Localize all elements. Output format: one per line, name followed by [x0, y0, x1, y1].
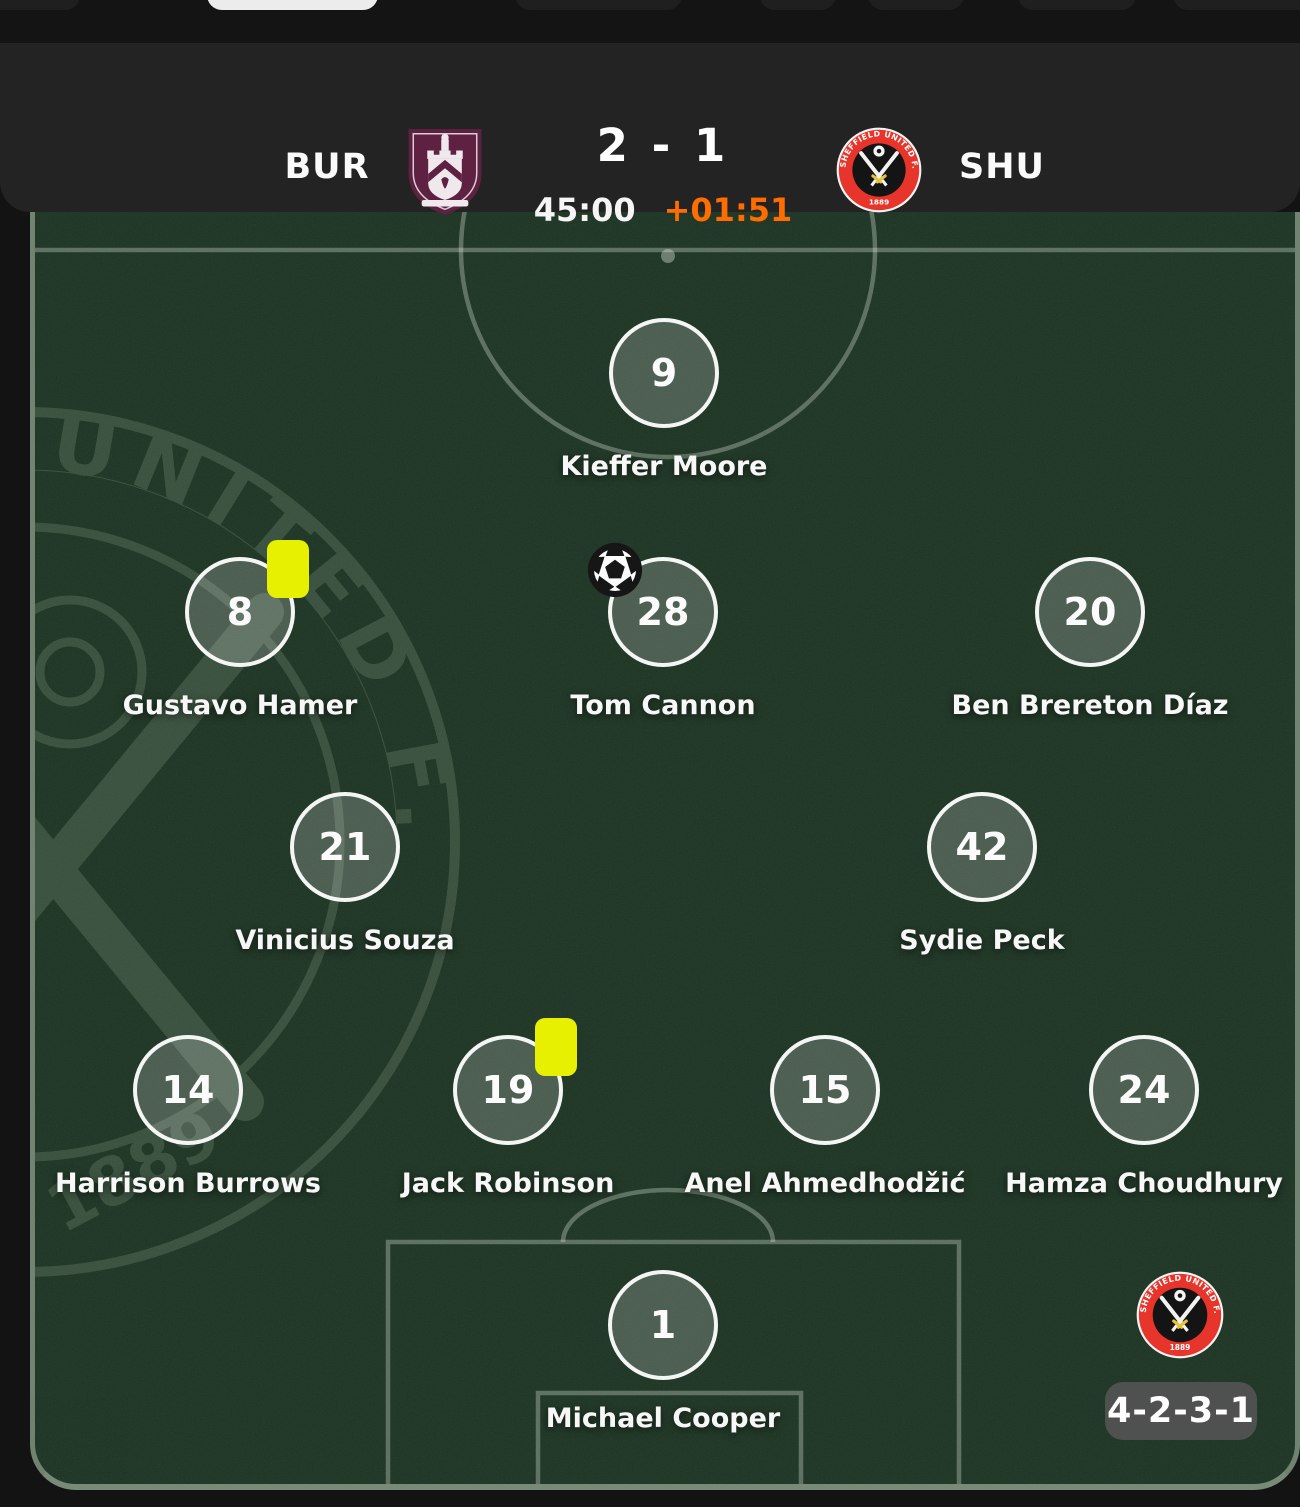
yellow-card-icon: [267, 540, 309, 598]
player-number-circle: 24: [1089, 1035, 1199, 1145]
player-number-circle: 14: [133, 1035, 243, 1145]
player-number-circle: 20: [1035, 557, 1145, 667]
burnley-crest-icon: [408, 129, 482, 215]
yellow-card-icon: [535, 1018, 577, 1076]
player-24[interactable]: 24 Hamza Choudhury: [1005, 1035, 1283, 1199]
player-name: Sydie Peck: [899, 925, 1065, 956]
player-8[interactable]: 8 Gustavo Hamer: [123, 540, 357, 721]
sheffield-united-crest-icon: SHEFFIELD UNITED F.C. 1889: [1136, 1271, 1224, 1359]
player-number-circle: 21: [290, 792, 400, 902]
player-number: 42: [955, 825, 1009, 869]
player-1[interactable]: 1 Michael Cooper: [546, 1270, 780, 1434]
player-number: 20: [1063, 590, 1117, 634]
formation-label: 4-2-3-1: [1107, 1391, 1255, 1431]
sword-icon: [1159, 1295, 1189, 1332]
svg-text:1889: 1889: [869, 197, 889, 206]
player-42[interactable]: 42 Sydie Peck: [899, 792, 1065, 956]
player-name: Anel Ahmedhodžić: [684, 1168, 966, 1199]
clock-time: 45:00: [533, 191, 636, 229]
player-21[interactable]: 21 Vinicius Souza: [235, 792, 455, 956]
player-number: 9: [650, 351, 678, 395]
tab-chip[interactable]: [0, 0, 80, 10]
match-clock: 45:00 +01:51: [534, 191, 793, 229]
player-number-circle: 42: [927, 792, 1037, 902]
player-name: Harrison Burrows: [55, 1168, 321, 1199]
player-number: 21: [318, 825, 372, 869]
player-number-circle: 15: [770, 1035, 880, 1145]
player-number: 24: [1117, 1068, 1171, 1112]
player-9[interactable]: 9 Kieffer Moore: [561, 318, 767, 482]
tab-chip[interactable]: [868, 0, 964, 10]
player-28[interactable]: 28 Tom Cannon: [570, 542, 756, 721]
sheffield-united-crest-icon: SHEFFIELD UNITED F.C. 1889: [836, 127, 922, 213]
score: 2 - 1: [596, 119, 730, 172]
player-name: Michael Cooper: [545, 1403, 781, 1434]
player-15[interactable]: 15 Anel Ahmedhodžić: [684, 1035, 966, 1199]
svg-text:1889: 1889: [1170, 1343, 1191, 1352]
player-number: 14: [161, 1068, 215, 1112]
player-20[interactable]: 20 Ben Brereton Díaz: [951, 557, 1229, 721]
player-name: Kieffer Moore: [560, 451, 768, 482]
sword-icon: [859, 151, 888, 187]
tab-chip-active[interactable]: [207, 0, 378, 10]
home-team-code: BUR: [284, 147, 370, 187]
formation-badge: 4-2-3-1: [1105, 1382, 1257, 1440]
player-number: 28: [636, 590, 690, 634]
tab-chip[interactable]: [515, 0, 682, 10]
player-14[interactable]: 14 Harrison Burrows: [55, 1035, 321, 1199]
player-name: Gustavo Hamer: [122, 690, 358, 721]
player-number: 8: [226, 590, 254, 634]
goal-soccer-ball-icon: [587, 542, 643, 598]
scoreboard-header[interactable]: BUR 2 - 1 45:00 +01:51 SHEFFIELD UNITED …: [0, 43, 1300, 229]
tab-chip[interactable]: [1173, 0, 1300, 10]
added-time: +01:51: [663, 191, 793, 229]
player-number-circle: 1: [608, 1270, 718, 1380]
top-tab-strip: [0, 0, 1300, 43]
player-name: Tom Cannon: [570, 690, 756, 721]
player-number: 15: [798, 1068, 852, 1112]
player-name: Vinicius Souza: [235, 925, 455, 956]
player-name: Jack Robinson: [401, 1168, 615, 1199]
tab-chip[interactable]: [1018, 0, 1136, 10]
player-number-circle: 9: [609, 318, 719, 428]
player-number: 1: [649, 1303, 677, 1347]
player-19[interactable]: 19 Jack Robinson: [402, 1018, 614, 1199]
player-number: 19: [481, 1068, 535, 1112]
tab-chip[interactable]: [760, 0, 836, 10]
away-team-code: SHU: [959, 147, 1045, 187]
player-name: Ben Brereton Díaz: [951, 690, 1229, 721]
player-name: Hamza Choudhury: [1005, 1168, 1283, 1199]
